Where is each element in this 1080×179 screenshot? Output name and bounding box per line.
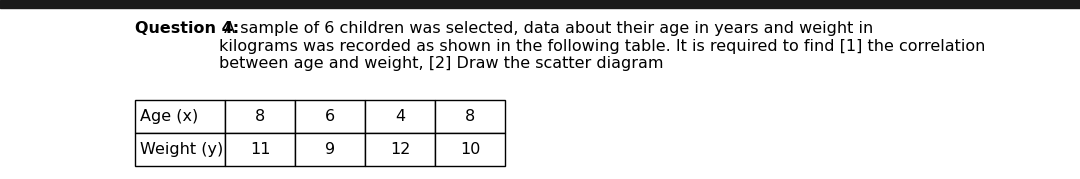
Text: 9: 9 [325,142,335,157]
Bar [135,100,225,133]
Text: 4: 4 [395,109,405,124]
Bar [295,100,365,133]
Text: Question 4:: Question 4: [135,21,239,37]
Bar [225,133,295,166]
Bar [135,133,225,166]
Text: 12: 12 [390,142,410,157]
Bar [435,100,505,133]
Text: 10: 10 [460,142,481,157]
Bar [225,100,295,133]
Text: 8: 8 [464,109,475,124]
Text: Age (x): Age (x) [140,109,199,124]
Bar [365,100,435,133]
Bar [435,133,505,166]
Text: 6: 6 [325,109,335,124]
Bar [295,133,365,166]
Text: A sample of 6 children was selected, data about their age in years and weight in: A sample of 6 children was selected, dat… [219,21,986,71]
Text: 8: 8 [255,109,265,124]
Text: 11: 11 [249,142,270,157]
Bar [365,133,435,166]
Text: Weight (y): Weight (y) [140,142,224,157]
